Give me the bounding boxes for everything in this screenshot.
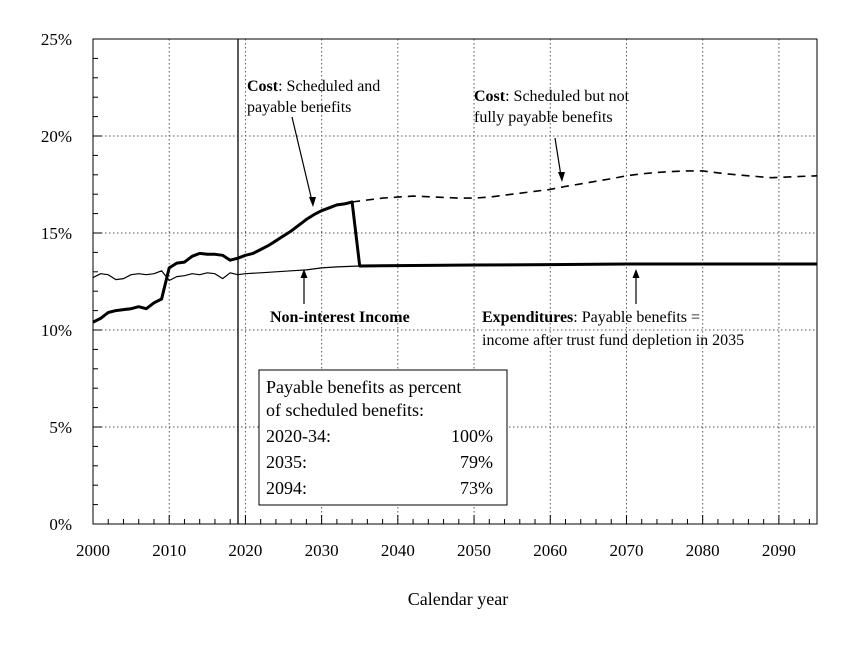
table-row-value: 73% <box>460 478 493 498</box>
x-tick-label: 2080 <box>686 541 720 560</box>
arrow-expenditures <box>632 269 640 304</box>
annotation-cost-payable-bold: Cost <box>247 78 279 95</box>
x-tick-label: 2050 <box>457 541 491 560</box>
payable-benefits-table: Payable benefits as percent of scheduled… <box>258 369 508 506</box>
x-tick-label: 2000 <box>76 541 110 560</box>
annotation-cost-payable-line2: payable benefits <box>247 99 351 116</box>
annotation-cost-scheduled: Cost: Scheduled but not <box>474 88 630 105</box>
y-tick-label: 20% <box>41 127 72 146</box>
annotation-cost-payable: Cost: Scheduled and <box>247 78 380 95</box>
y-tick-label: 5% <box>49 418 72 437</box>
annotation-expenditures: Expenditures: Payable benefits = <box>482 309 700 326</box>
series-line-cost_scheduled <box>351 170 818 203</box>
x-tick-label: 2040 <box>381 541 415 560</box>
x-tick-label: 2060 <box>533 541 567 560</box>
annotation-expenditures-line1: : Payable benefits = <box>573 309 700 326</box>
table-title-line1: Payable benefits as percent <box>266 377 461 397</box>
x-tick-label: 2030 <box>305 541 339 560</box>
x-tick-label: 2090 <box>762 541 796 560</box>
annotation-expenditures-bold: Expenditures <box>482 309 573 326</box>
y-tick-label: 10% <box>41 321 72 340</box>
annotation-cost-scheduled-line1: : Scheduled but not <box>505 88 630 105</box>
x-axis-title: Calendar year <box>408 589 508 609</box>
annotation-income: Non-interest Income <box>270 309 410 326</box>
series-lines <box>92 170 818 324</box>
y-tick-label: 0% <box>49 515 72 534</box>
table-box <box>258 369 508 506</box>
table-row-value: 100% <box>451 426 493 446</box>
axis-ticks <box>92 38 810 525</box>
annotation-cost-scheduled-bold: Cost <box>474 88 506 105</box>
y-tick-label: 25% <box>41 30 72 49</box>
series-line-income <box>92 263 817 282</box>
annotation-cost-payable-line1: : Scheduled and <box>278 78 380 95</box>
y-tick-label: 15% <box>41 224 72 243</box>
table-row-period: 2094: <box>266 478 307 498</box>
annotation-expenditures-line2: income after trust fund depletion in 203… <box>482 332 744 349</box>
x-tick-label: 2020 <box>228 541 262 560</box>
arrow-cost-scheduled <box>554 137 565 182</box>
arrow-cost-payable <box>291 116 316 207</box>
y-tick-labels: 0% 5% 10% 15% 20% 25% <box>41 30 72 534</box>
plot-frame <box>92 38 818 525</box>
table-row-period: 2035: <box>266 452 307 472</box>
table-row-period: 2020-34: <box>266 426 331 446</box>
annotation-cost-scheduled-line2: fully payable benefits <box>474 109 613 126</box>
x-tick-label: 2010 <box>152 541 186 560</box>
x-tick-labels: 2000 2010 2020 2030 2040 2050 2060 2070 2080 2090 <box>76 541 796 560</box>
table-row-value: 79% <box>460 452 493 472</box>
table-title-line2: of scheduled benefits: <box>266 400 424 420</box>
x-tick-label: 2070 <box>609 541 643 560</box>
series-line-cost_payable <box>92 200 817 324</box>
arrow-income <box>300 269 308 304</box>
